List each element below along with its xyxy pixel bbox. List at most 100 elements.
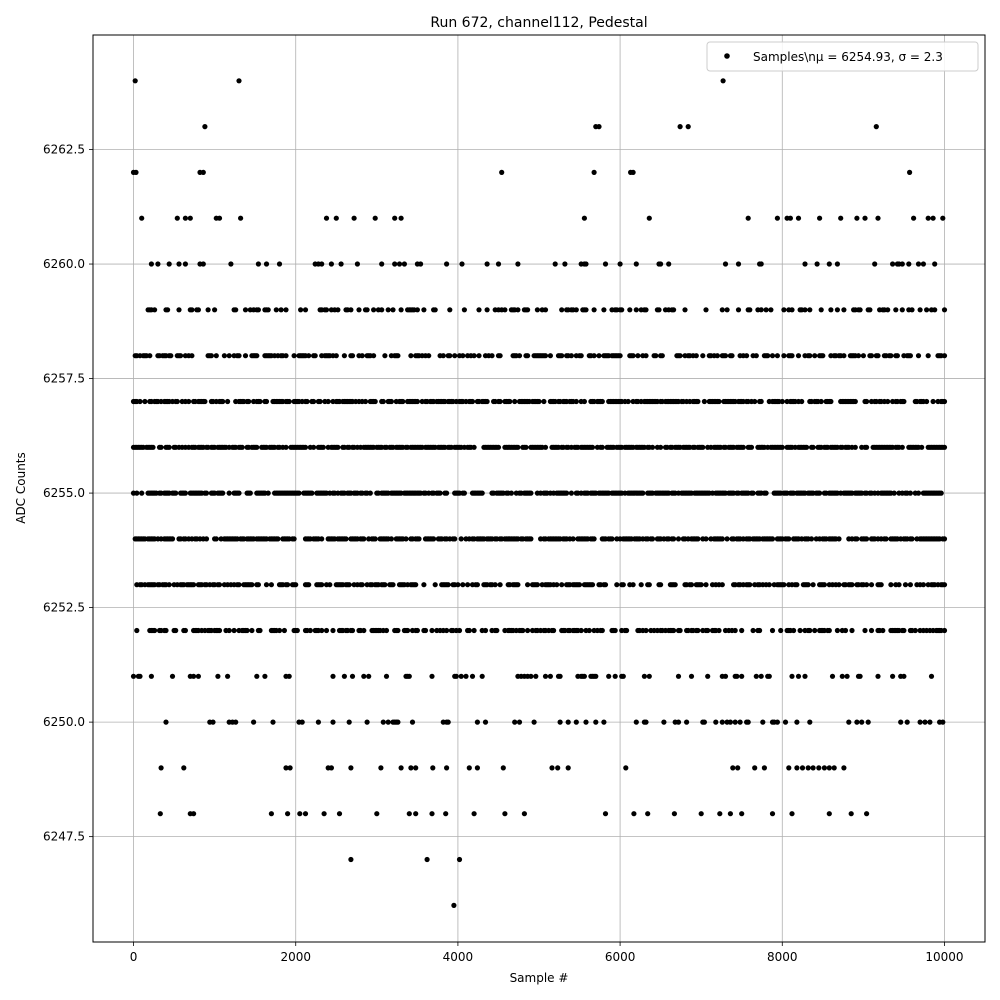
data-point <box>671 811 678 817</box>
data-point <box>320 444 326 450</box>
data-point <box>812 353 818 359</box>
data-point <box>208 353 214 359</box>
data-point <box>774 215 781 221</box>
data-point <box>286 398 292 405</box>
data-point <box>559 582 565 588</box>
data-point <box>857 307 863 313</box>
data-point <box>849 627 855 634</box>
data-point <box>612 627 618 634</box>
data-point <box>255 261 261 267</box>
data-point <box>599 627 605 634</box>
data-point <box>270 719 276 725</box>
data-point <box>554 582 560 588</box>
data-point <box>456 856 463 863</box>
data-point <box>724 536 730 542</box>
data-point <box>917 307 923 313</box>
data-point <box>602 261 609 267</box>
data-point <box>408 353 414 359</box>
data-point <box>586 627 592 634</box>
data-point <box>414 307 420 313</box>
data-point <box>429 673 435 679</box>
data-point <box>263 398 270 405</box>
data-point <box>432 582 438 588</box>
data-point <box>769 811 776 817</box>
data-point <box>720 78 726 84</box>
data-point <box>915 490 922 496</box>
data-point <box>395 353 401 359</box>
data-point <box>739 811 745 817</box>
data-point <box>902 582 909 588</box>
data-point <box>810 765 816 771</box>
data-point <box>915 261 922 267</box>
data-point <box>311 444 317 450</box>
data-point <box>703 307 709 313</box>
data-point <box>251 719 257 725</box>
data-point <box>361 627 367 634</box>
data-point <box>646 215 652 221</box>
data-point <box>695 536 701 542</box>
data-point <box>452 353 458 359</box>
data-point <box>789 673 795 679</box>
data-point <box>836 536 842 542</box>
data-point <box>166 261 172 267</box>
data-point <box>163 627 169 634</box>
data-point <box>456 627 463 634</box>
data-point <box>202 398 208 405</box>
data-point <box>390 307 396 313</box>
data-point <box>453 673 459 679</box>
data-point <box>891 490 897 496</box>
data-point <box>247 490 253 496</box>
data-point <box>495 261 502 267</box>
data-point <box>552 261 558 267</box>
data-point <box>471 811 477 817</box>
data-point <box>328 261 334 267</box>
data-point <box>779 398 785 405</box>
data-point <box>388 398 394 405</box>
data-point <box>941 307 948 313</box>
data-point <box>758 261 764 267</box>
data-point <box>719 536 725 542</box>
data-point <box>476 307 482 313</box>
data-point <box>215 673 221 679</box>
data-point <box>810 444 816 450</box>
data-point <box>890 261 896 267</box>
data-point <box>831 765 837 771</box>
data-point <box>620 673 626 679</box>
data-point <box>323 307 330 313</box>
data-point <box>225 398 231 405</box>
data-point <box>319 627 325 634</box>
data-point <box>330 719 336 725</box>
data-point <box>458 536 464 542</box>
data-point <box>842 627 849 634</box>
data-point <box>262 673 268 679</box>
data-point <box>901 673 907 679</box>
data-point <box>868 582 875 588</box>
data-point <box>507 398 513 405</box>
data-point <box>740 444 746 450</box>
data-point <box>941 398 948 405</box>
data-point <box>591 353 597 359</box>
data-point <box>445 582 451 588</box>
data-point <box>677 627 683 634</box>
data-point <box>631 811 637 817</box>
data-point <box>807 719 813 725</box>
data-point <box>810 582 816 588</box>
data-point <box>841 765 847 771</box>
data-point <box>682 307 688 313</box>
data-point <box>378 765 384 771</box>
data-point <box>727 719 734 725</box>
data-point <box>722 673 729 679</box>
data-point <box>601 719 607 725</box>
data-point <box>515 582 521 588</box>
data-point <box>737 719 743 725</box>
data-point <box>413 765 419 771</box>
data-point <box>297 811 303 817</box>
data-point <box>200 169 206 175</box>
data-point <box>700 444 706 450</box>
data-point <box>495 444 502 450</box>
data-point <box>257 398 263 405</box>
data-point <box>930 215 936 221</box>
data-point <box>379 307 385 313</box>
